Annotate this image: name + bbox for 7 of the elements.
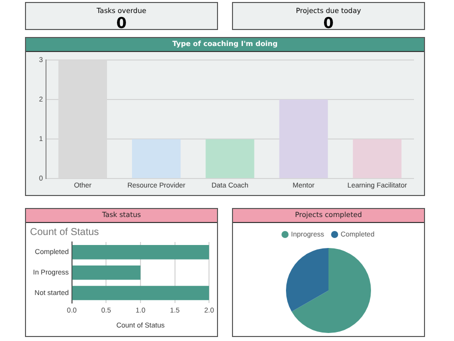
bar: [206, 139, 254, 178]
bar: [352, 139, 402, 178]
text: 0: [323, 14, 335, 32]
text: 0: [115, 14, 128, 32]
chart-subtitle: Count of Status: [30, 226, 99, 238]
bar: [132, 139, 181, 178]
bar: [279, 100, 328, 178]
